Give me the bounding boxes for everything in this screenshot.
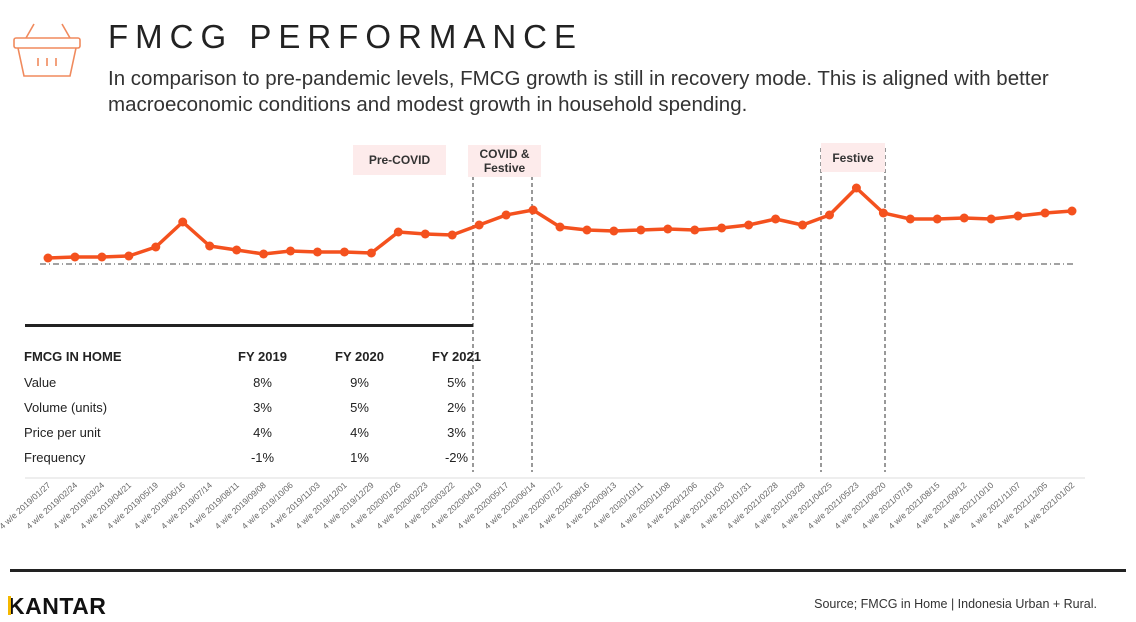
point: [97, 252, 107, 262]
table-cell: 4%: [350, 425, 369, 440]
point: [609, 226, 619, 236]
table-header: FMCG IN HOME FY 2019 FY 2020 FY 2021: [24, 342, 505, 370]
point: [366, 248, 376, 258]
point: [474, 220, 484, 230]
point: [205, 241, 215, 251]
table-cell: 3%: [447, 425, 466, 440]
point: [582, 225, 592, 235]
point: [339, 247, 349, 257]
table-cell: 5%: [447, 375, 466, 390]
point: [636, 225, 646, 235]
point: [286, 246, 296, 256]
header-cell: FY 2021: [432, 348, 481, 364]
table-cell: 1%: [350, 450, 369, 465]
annotation: Festive: [821, 143, 885, 172]
point: [690, 225, 700, 235]
table-cell: 8%: [253, 375, 272, 390]
point: [959, 213, 969, 223]
point: [501, 210, 511, 220]
point: [717, 223, 727, 233]
subtitle: In comparison to pre-pandemic levels, FM…: [108, 67, 1049, 116]
table-row: Value 8% 9% 5%: [24, 370, 505, 395]
point: [420, 229, 430, 239]
point: [824, 210, 834, 220]
title: FMCG PERFORMANCE: [108, 18, 583, 55]
header-cell: FY 2019: [238, 348, 287, 364]
table-rule: [25, 324, 473, 327]
table-cell: Price per unit: [24, 425, 101, 440]
table-cell: 3%: [253, 400, 272, 415]
point: [878, 208, 888, 218]
table-cell: Value: [24, 375, 57, 390]
table-row: Volume (units) 3% 5% 2%: [24, 395, 505, 420]
point: [1013, 211, 1023, 221]
point: [555, 222, 565, 232]
point: [70, 252, 80, 262]
point: [151, 242, 161, 252]
table: FMCG IN HOME FY 2019 FY 2020 FY 2021 Val…: [24, 342, 505, 470]
logo: KANTAR: [8, 593, 107, 619]
point: [447, 230, 457, 240]
point: [1067, 206, 1077, 216]
point: [1040, 208, 1050, 218]
table-cell: 9%: [350, 375, 369, 390]
point: [43, 253, 53, 263]
basket-icon: [13, 23, 81, 77]
source: Source; FMCG in Home | Indonesia Urban +…: [814, 597, 1097, 611]
point: [124, 251, 134, 261]
point: [663, 224, 673, 234]
table-cell: 5%: [350, 400, 369, 415]
table-row: Price per unit 4% 4% 3%: [24, 420, 505, 445]
point: [178, 217, 188, 227]
point: [744, 220, 754, 230]
table-cell: -2%: [444, 450, 469, 465]
point: [851, 183, 861, 193]
table-row: Frequency -1% 1% -2%: [24, 445, 505, 470]
separator: [10, 569, 1126, 572]
chart: 4 w/e 2019/01/274 w/e 2019/02/244 w/e 20…: [0, 148, 1085, 531]
table-cell: Frequency: [24, 450, 86, 465]
table-cell: 4%: [253, 425, 272, 440]
annotation: COVID & Festive: [468, 145, 541, 177]
header-cell: FY 2020: [335, 348, 384, 364]
point: [986, 214, 996, 224]
point: [771, 214, 781, 224]
point: [798, 220, 808, 230]
point: [932, 214, 942, 224]
point: [232, 245, 242, 255]
table-cell: Volume (units): [24, 400, 108, 415]
point: [905, 214, 915, 224]
header-cell: FMCG IN HOME: [24, 348, 122, 364]
point: [393, 227, 403, 237]
annotation: Pre-COVID: [353, 145, 446, 175]
point: [259, 249, 269, 259]
point: [528, 205, 538, 215]
table-cell: -1%: [250, 450, 275, 465]
table-cell: 2%: [447, 400, 466, 415]
point: [312, 247, 322, 257]
